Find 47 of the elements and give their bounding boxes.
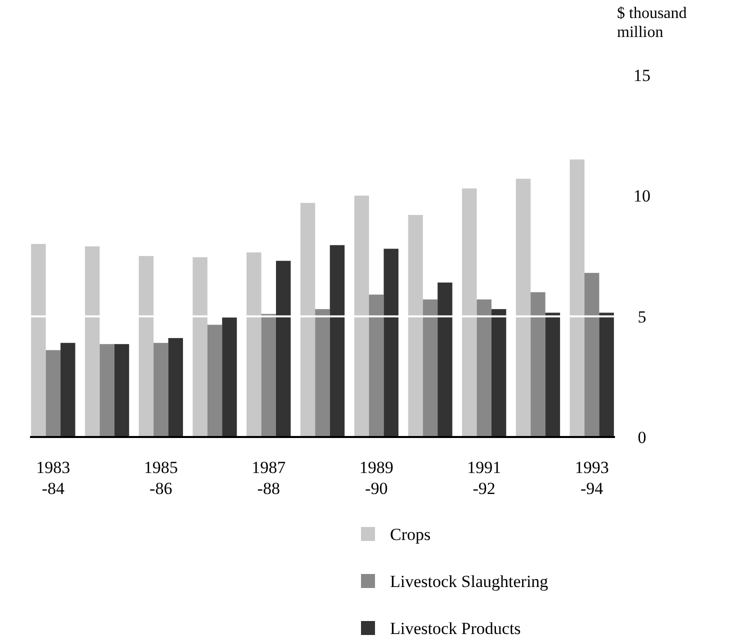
bar bbox=[207, 324, 222, 437]
bar bbox=[422, 299, 438, 437]
bar bbox=[354, 196, 370, 437]
bar bbox=[570, 159, 584, 437]
bar bbox=[84, 246, 100, 437]
x-tick-label: 1987 -88 bbox=[252, 458, 286, 498]
bar bbox=[300, 202, 316, 437]
bar bbox=[476, 299, 492, 437]
bar bbox=[584, 272, 600, 437]
bar bbox=[114, 344, 130, 437]
bar bbox=[599, 312, 614, 437]
bar bbox=[138, 256, 154, 437]
bar bbox=[491, 309, 506, 437]
y-tick-label: 15 bbox=[634, 66, 650, 85]
bar bbox=[261, 314, 276, 437]
bar bbox=[46, 350, 61, 437]
bar bbox=[438, 282, 452, 437]
bar bbox=[530, 292, 546, 437]
bar bbox=[330, 245, 345, 437]
bar bbox=[168, 338, 183, 437]
legend-label: Livestock Slaughtering bbox=[390, 572, 549, 591]
bar bbox=[222, 318, 237, 437]
bar bbox=[408, 214, 423, 437]
bar bbox=[516, 178, 531, 437]
x-tick-label: 1989 -90 bbox=[359, 458, 394, 498]
y-tick-label: 5 bbox=[638, 307, 646, 326]
bar bbox=[462, 188, 477, 437]
legend-label: Livestock Products bbox=[390, 619, 521, 638]
x-tick-label: 1991 -92 bbox=[467, 458, 502, 498]
x-tick-label: 1993 -94 bbox=[574, 458, 609, 498]
bar bbox=[60, 342, 76, 437]
bar bbox=[192, 257, 208, 437]
legend-label: Crops bbox=[390, 525, 431, 544]
y-tick-label: 0 bbox=[638, 428, 646, 447]
x-tick-label: 1985 -86 bbox=[144, 458, 178, 498]
bar bbox=[154, 342, 168, 437]
bar bbox=[384, 248, 398, 437]
bar bbox=[315, 309, 330, 437]
y-axis-title: $ thousand million bbox=[617, 5, 687, 41]
bar bbox=[246, 252, 262, 437]
y-tick-label: 10 bbox=[634, 186, 650, 206]
x-tick-label: 1983 -84 bbox=[36, 458, 70, 498]
bar bbox=[276, 260, 291, 437]
bar bbox=[369, 294, 384, 437]
bar bbox=[100, 344, 114, 437]
bar bbox=[31, 244, 46, 437]
bar bbox=[545, 312, 560, 437]
